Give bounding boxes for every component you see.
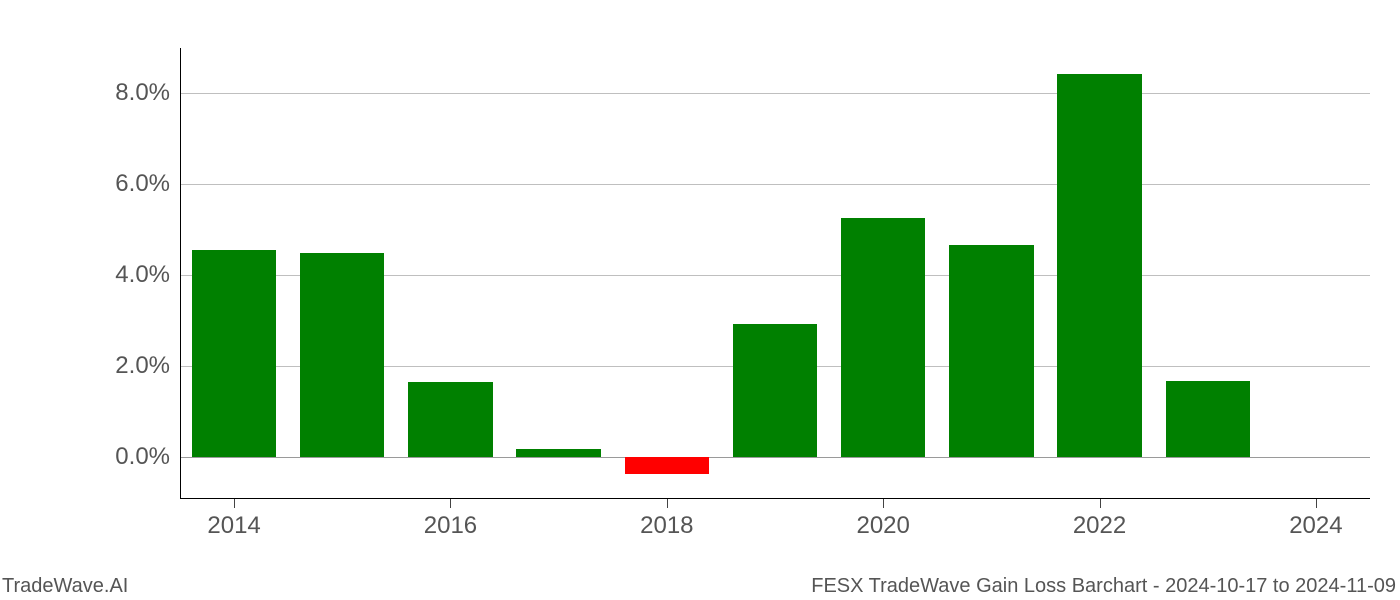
- bar-2014: [192, 250, 276, 457]
- x-tick: [1100, 498, 1101, 508]
- bar-2018: [625, 457, 709, 474]
- x-tick: [667, 498, 668, 508]
- grid-line: [180, 93, 1370, 94]
- x-tick: [883, 498, 884, 508]
- chart-container: 0.0% 2.0% 4.0% 6.0% 8.0% 2014 2016 2018 2020 2022…: [0, 0, 1400, 600]
- bar-2020: [841, 218, 925, 457]
- zero-line: [180, 457, 1370, 458]
- footer-left-label: TradeWave.AI: [2, 575, 128, 598]
- x-tick: [450, 498, 451, 508]
- plot-area: 0.0%2.0%4.0%6.0%8.0%20142016201820202022…: [180, 48, 1370, 498]
- y-tick-label: 4.0%: [100, 261, 170, 289]
- grid-line: [180, 184, 1370, 185]
- y-axis-spine: [180, 48, 181, 498]
- x-tick-label: 2022: [1073, 512, 1126, 540]
- x-tick-label: 2018: [640, 512, 693, 540]
- bar-2022: [1057, 74, 1141, 457]
- y-tick-label: 8.0%: [100, 79, 170, 107]
- x-axis-spine: [180, 498, 1370, 499]
- bar-2019: [733, 324, 817, 457]
- bar-2021: [949, 245, 1033, 457]
- x-tick-label: 2024: [1289, 512, 1342, 540]
- bar-2015: [300, 253, 384, 457]
- y-tick-label: 6.0%: [100, 170, 170, 198]
- y-tick-label: 2.0%: [100, 352, 170, 380]
- x-tick: [1316, 498, 1317, 508]
- bar-2023: [1166, 381, 1250, 457]
- footer-right-label: FESX TradeWave Gain Loss Barchart - 2024…: [811, 575, 1396, 598]
- bar-2017: [516, 449, 600, 457]
- y-tick-label: 0.0%: [100, 443, 170, 471]
- x-tick-label: 2014: [207, 512, 260, 540]
- x-tick-label: 2016: [424, 512, 477, 540]
- bar-2016: [408, 382, 492, 457]
- x-tick-label: 2020: [856, 512, 909, 540]
- x-tick: [234, 498, 235, 508]
